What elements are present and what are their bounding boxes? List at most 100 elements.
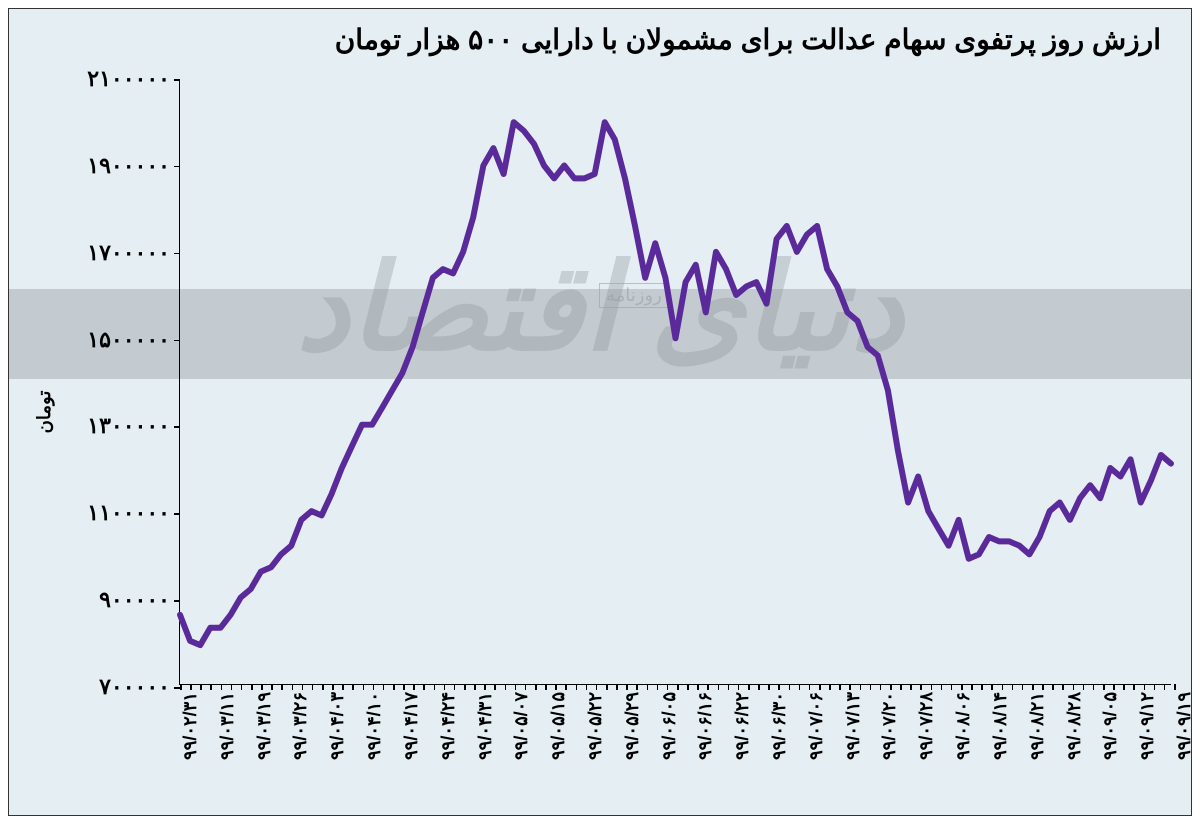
y-axis-label: تومان: [34, 391, 55, 434]
x-tick-mark: [474, 684, 476, 690]
y-tick-label: ۷۰۰۰۰۰: [99, 674, 170, 700]
x-tick-mark: [1022, 684, 1024, 690]
x-tick-mark: [505, 684, 507, 690]
x-tick-mark: [789, 684, 791, 690]
x-tick-mark: [464, 684, 466, 690]
x-tick-mark: [1012, 684, 1014, 690]
x-tick-mark: [900, 684, 902, 690]
x-tick-mark: [1103, 684, 1105, 690]
x-tick-label: ۹۹/۰۴/۲۴: [438, 692, 459, 760]
x-tick-label: ۹۹/۰۶/۱۶: [695, 692, 716, 760]
x-tick-mark: [1062, 684, 1064, 690]
x-tick-mark: [860, 684, 862, 690]
x-tick-mark: [971, 684, 973, 690]
x-tick-mark: [941, 684, 943, 690]
x-tick-mark: [261, 684, 263, 690]
chart-container: دنیای اقتصاد روزنامه ارزش روز پرتفوی سها…: [8, 8, 1192, 816]
x-tick-mark: [657, 684, 659, 690]
x-tick-mark: [1133, 684, 1135, 690]
x-tick-label: ۹۹/۰۹/۱۲: [1137, 692, 1158, 760]
x-tick-mark: [1174, 684, 1176, 690]
x-tick-mark: [231, 684, 233, 690]
x-tick-label: ۹۹/۰۳/۲۶: [290, 692, 311, 760]
x-tick-mark: [758, 684, 760, 690]
x-tick-mark: [271, 684, 273, 690]
x-tick-mark: [748, 684, 750, 690]
x-tick-mark: [565, 684, 567, 690]
x-tick-mark: [616, 684, 618, 690]
x-tick-mark: [281, 684, 283, 690]
x-tick-label: ۹۹/۰۶/۳۰: [769, 692, 790, 760]
x-tick-mark: [515, 684, 517, 690]
x-tick-mark: [393, 684, 395, 690]
x-tick-label: ۹۹/۰۷/۰۶: [806, 692, 827, 760]
x-tick-mark: [555, 684, 557, 690]
x-tick-mark: [373, 684, 375, 690]
x-tick-mark: [647, 684, 649, 690]
line-chart-svg: [180, 79, 1171, 684]
x-tick-mark: [920, 684, 922, 690]
x-tick-label: ۹۹/۰۴/۳۱: [475, 692, 496, 760]
x-tick-mark: [1113, 684, 1115, 690]
x-tick-mark: [626, 684, 628, 690]
x-tick-label: ۹۹/۰۸/۲۱: [1027, 692, 1048, 760]
x-tick-mark: [1002, 684, 1004, 690]
x-tick-label: ۹۹/۰۷/۲۸: [916, 692, 937, 760]
x-tick-label: ۹۹/۰۹/۱۹: [1174, 692, 1195, 760]
x-tick-mark: [778, 684, 780, 690]
x-tick-label: ۹۹/۰۴/۱۰: [364, 692, 385, 760]
y-tick-label: ۱۷۰۰۰۰۰: [87, 240, 170, 266]
y-tick-mark: [174, 340, 180, 342]
x-tick-label: ۹۹/۰۶/۲۲: [732, 692, 753, 760]
x-tick-mark: [545, 684, 547, 690]
x-tick-mark: [707, 684, 709, 690]
x-tick-mark: [849, 684, 851, 690]
x-tick-mark: [342, 684, 344, 690]
chart-title: ارزش روز پرتفوی سهام عدالت برای مشمولان …: [335, 23, 1161, 56]
x-tick-mark: [667, 684, 669, 690]
x-tick-mark: [809, 684, 811, 690]
x-tick-mark: [768, 684, 770, 690]
x-tick-label: ۹۹/۰۴/۰۳: [327, 692, 348, 760]
series-line: [180, 122, 1171, 645]
x-tick-mark: [728, 684, 730, 690]
x-tick-label: ۹۹/۰۵/۰۷: [511, 692, 532, 760]
x-tick-mark: [799, 684, 801, 690]
x-tick-mark: [576, 684, 578, 690]
x-tick-mark: [910, 684, 912, 690]
x-tick-mark: [1154, 684, 1156, 690]
y-tick-mark: [174, 513, 180, 515]
x-tick-label: ۹۹/۰۸/۱۴: [990, 692, 1011, 760]
x-tick-mark: [200, 684, 202, 690]
x-tick-mark: [1073, 684, 1075, 690]
x-tick-label: ۹۹/۰۶/۰۵: [659, 692, 680, 760]
x-tick-label: ۹۹/۰۸/۰۶: [953, 692, 974, 760]
x-tick-mark: [1052, 684, 1054, 690]
x-tick-label: ۹۹/۰۲/۳۱: [180, 692, 201, 760]
x-tick-mark: [1083, 684, 1085, 690]
x-tick-mark: [738, 684, 740, 690]
x-tick-mark: [444, 684, 446, 690]
y-tick-label: ۱۵۰۰۰۰۰: [87, 327, 170, 353]
x-tick-label: ۹۹/۰۴/۱۷: [401, 692, 422, 760]
x-tick-mark: [991, 684, 993, 690]
x-tick-mark: [352, 684, 354, 690]
x-tick-mark: [687, 684, 689, 690]
x-tick-mark: [332, 684, 334, 690]
x-tick-mark: [819, 684, 821, 690]
x-tick-mark: [190, 684, 192, 690]
x-tick-label: ۹۹/۰۵/۱۵: [548, 692, 569, 760]
x-tick-mark: [434, 684, 436, 690]
x-tick-label: ۹۹/۰۳/۱۱: [217, 692, 238, 760]
y-tick-label: ۱۱۰۰۰۰۰: [87, 500, 170, 526]
x-tick-mark: [423, 684, 425, 690]
x-tick-mark: [1123, 684, 1125, 690]
y-tick-mark: [174, 79, 180, 81]
x-tick-mark: [363, 684, 365, 690]
x-tick-mark: [210, 684, 212, 690]
x-tick-mark: [839, 684, 841, 690]
y-tick-mark: [174, 166, 180, 168]
x-tick-label: ۹۹/۰۸/۲۸: [1064, 692, 1085, 760]
x-tick-mark: [413, 684, 415, 690]
x-tick-mark: [829, 684, 831, 690]
